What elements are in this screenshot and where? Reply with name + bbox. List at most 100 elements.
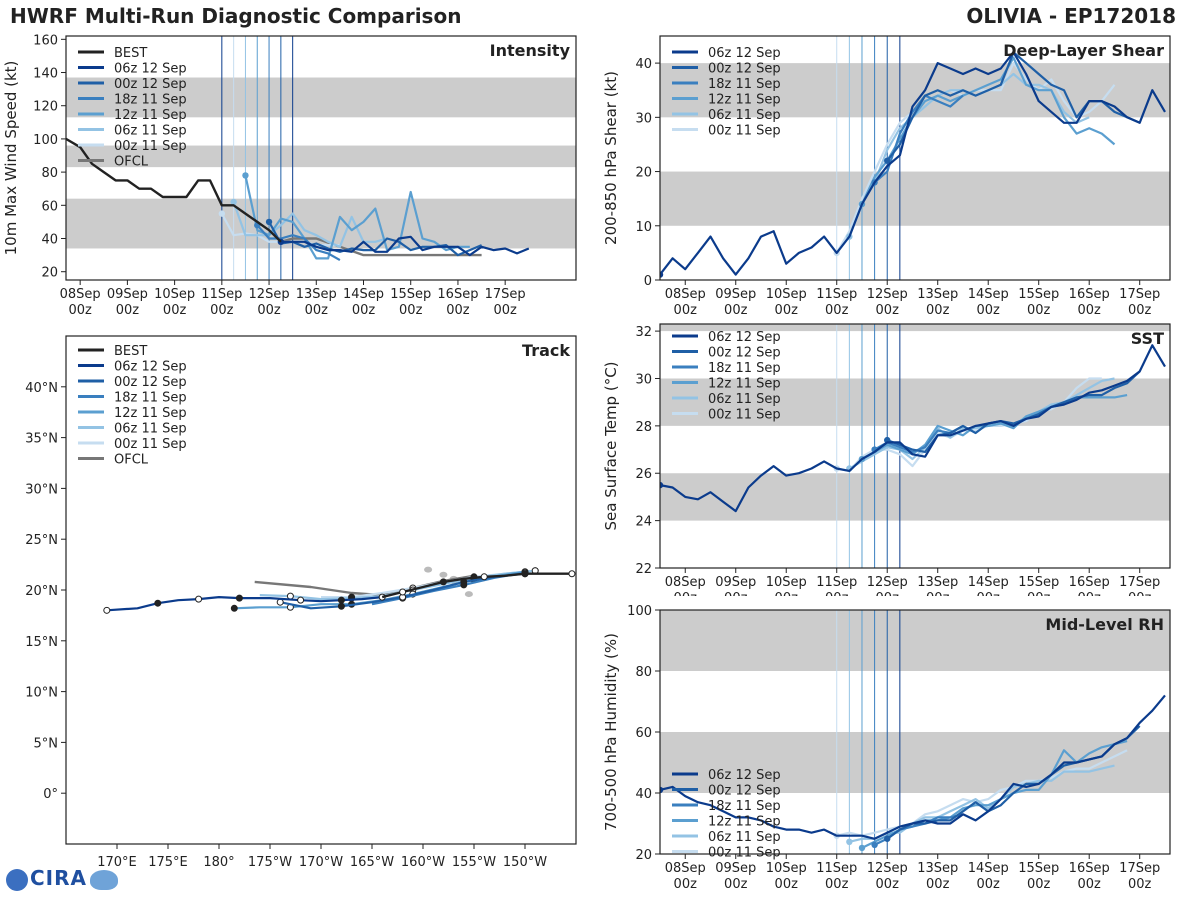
y-tick-label: 40 (635, 57, 652, 72)
track-point (297, 596, 305, 604)
legend-label: 00z 12 Sep (114, 375, 187, 390)
y-tick-label: 40 (41, 233, 58, 248)
y-tick-label: 22 (635, 562, 652, 577)
legend-label: 00z 12 Sep (708, 62, 781, 77)
track-chart: 0° 5°N 10°N 15°N 20°N 25°N 30°N 35°N 40°N 170°E 17… (25, 335, 577, 870)
legend-label: 18z 11 Sep (114, 93, 187, 108)
track-point (235, 594, 243, 602)
track-point (154, 599, 162, 607)
globe-icon (6, 868, 28, 891)
legend-label: 12z 11 Sep (708, 377, 781, 392)
series-line-06z-12-sep (280, 235, 530, 257)
plot-area (660, 610, 1170, 854)
y-axis-label: 10m Max Wind Speed (kt) (2, 61, 20, 256)
init-point (242, 172, 249, 179)
track-point (521, 570, 529, 578)
x-tick-label: 00z (674, 877, 698, 892)
legend-label: 06z 12 Sep (708, 330, 781, 345)
y-tick-label: 25°N (25, 533, 58, 548)
init-point (884, 835, 891, 842)
shaded-band (660, 473, 1170, 521)
init-point (265, 218, 273, 226)
rh-chart: 2040608010008Sep00z09Sep00z10Sep00z11Sep… (602, 604, 1171, 892)
series-line-06z-11-sep (259, 569, 536, 601)
plot-frame (65, 35, 577, 281)
y-tick-label: 60 (41, 199, 58, 214)
legend-label: BEST (114, 46, 147, 61)
legend-label: 18z 11 Sep (708, 799, 781, 814)
x-tick-label: 14Sep (968, 287, 1009, 302)
y-tick-label: 0 (644, 274, 652, 289)
y-tick-label: 80 (635, 665, 652, 680)
x-tick-label: 00z (876, 303, 900, 318)
track-point (286, 592, 294, 600)
plot-area (660, 324, 1170, 568)
x-tick-label: 12Sep (867, 287, 908, 302)
x-tick-label: 08Sep (665, 287, 706, 302)
y-tick-label: 28 (635, 420, 652, 435)
x-tick-label: 00z (257, 303, 281, 318)
y-tick-label: 100 (33, 133, 58, 148)
track-point (480, 573, 488, 581)
chart-title: SST (1131, 329, 1164, 348)
legend-label: 12z 11 Sep (114, 108, 187, 123)
y-tick-label: 80 (41, 166, 58, 181)
series-line-12z-11-sep (244, 175, 470, 260)
y-tick-label: 20 (41, 266, 58, 281)
legend-label: 00z 12 Sep (114, 77, 187, 92)
x-tick-label: 00z (163, 303, 187, 318)
y-tick-label: 24 (635, 515, 652, 530)
x-tick-label: 00z (210, 303, 234, 318)
series-line-12z-11-sep (861, 56, 1116, 205)
legend-label: 06z 11 Sep (114, 422, 187, 437)
series-line-best (66, 137, 282, 243)
x-tick-label: 170°E (97, 855, 137, 870)
chart-title: Track (522, 341, 570, 360)
plot-area (66, 36, 576, 280)
y-tick-label: 140 (33, 67, 58, 82)
shaded-band (660, 610, 1170, 671)
storm-title: OLIVIA - EP172018 (966, 4, 1176, 28)
chart-title: Mid-Level RH (1045, 615, 1164, 634)
x-tick-label: 17Sep (1119, 287, 1160, 302)
y-tick-label: 60 (635, 726, 652, 741)
y-tick-label: 10 (635, 220, 652, 235)
x-tick-label: 150°W (503, 855, 547, 870)
x-tick-label: 00z (1027, 591, 1051, 596)
wave-icon (90, 869, 118, 890)
y-tick-label: 100 (627, 604, 652, 619)
legend-label: OFCL (114, 155, 149, 170)
legend-label: 00z 11 Sep (114, 437, 187, 452)
x-tick-label: 11Sep (201, 287, 242, 302)
chart-title: Intensity (490, 41, 571, 60)
x-tick-label: 14Sep (343, 287, 384, 302)
x-tick-label: 12Sep (249, 287, 290, 302)
legend-label: 00z 12 Sep (708, 784, 781, 799)
track-point (195, 595, 203, 603)
plot-area (660, 36, 1170, 280)
init-point (858, 844, 866, 852)
y-tick-label: 5°N (34, 736, 59, 751)
x-tick-label: 00z (724, 591, 748, 596)
x-tick-label: 00z (825, 591, 849, 596)
x-tick-label: 175°E (148, 855, 188, 870)
legend-label: 06z 12 Sep (114, 360, 187, 375)
legend-label: 00z 11 Sep (708, 846, 781, 861)
cira-logo: CIRA (6, 866, 118, 891)
y-tick-label: 30 (635, 111, 652, 126)
y-tick-label: 20 (635, 848, 652, 863)
y-tick-label: 30 (635, 372, 652, 387)
plot-frame (659, 323, 1171, 569)
x-tick-label: 00z (674, 591, 698, 596)
x-tick-label: 13Sep (296, 287, 337, 302)
x-tick-label: 15Sep (390, 287, 431, 302)
series-line-00z-12-sep (268, 221, 483, 257)
shaded-band (66, 77, 576, 118)
shaded-band (660, 732, 1170, 793)
y-tick-label: 20°N (25, 584, 58, 599)
x-tick-label: 00z (1128, 591, 1152, 596)
x-tick-label: 09Sep (715, 861, 756, 876)
legend-label: 18z 11 Sep (708, 77, 781, 92)
x-tick-label: 00z (825, 303, 849, 318)
init-point (884, 157, 891, 164)
